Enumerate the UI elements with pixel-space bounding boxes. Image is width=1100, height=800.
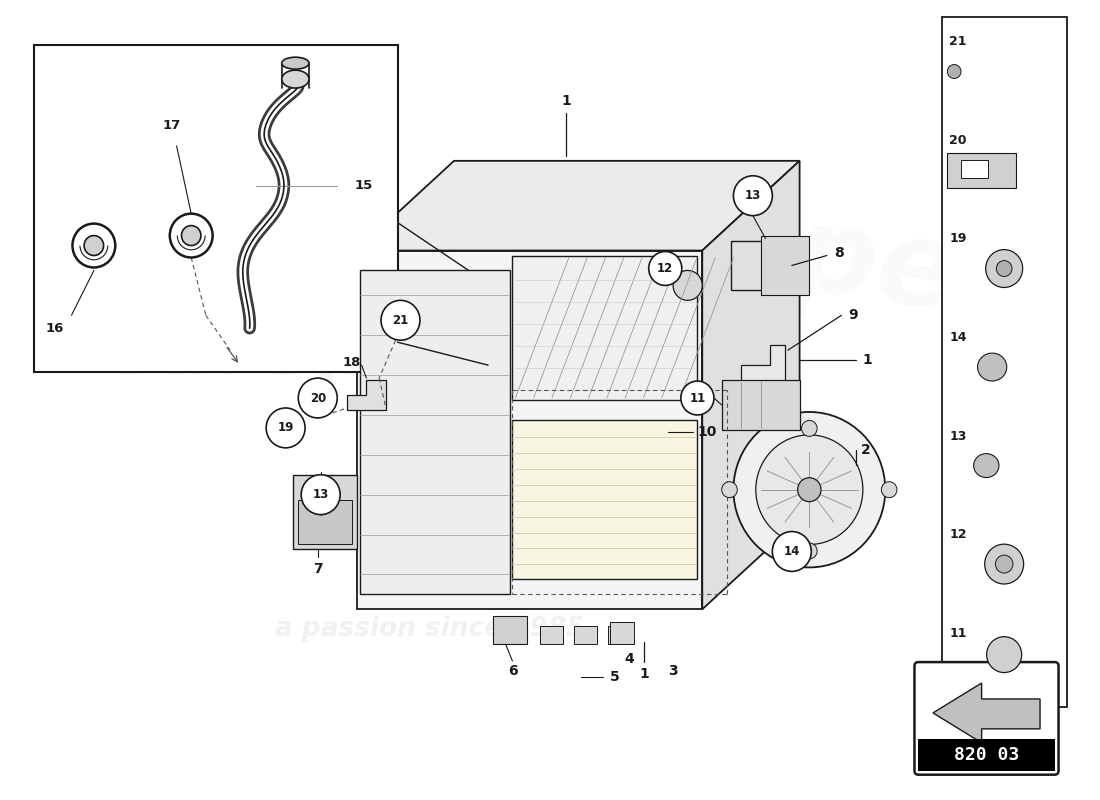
- Text: 13: 13: [312, 488, 329, 501]
- FancyBboxPatch shape: [914, 662, 1058, 774]
- Text: 2: 2: [861, 443, 871, 457]
- Text: 12: 12: [949, 528, 967, 541]
- Circle shape: [381, 300, 420, 340]
- Circle shape: [802, 543, 817, 559]
- Text: 11: 11: [949, 626, 967, 639]
- Bar: [298, 500, 352, 545]
- Polygon shape: [933, 683, 1040, 743]
- Polygon shape: [513, 420, 697, 579]
- Polygon shape: [346, 380, 386, 410]
- Text: 12: 12: [657, 262, 673, 275]
- Text: 820 03: 820 03: [954, 746, 1019, 764]
- Bar: [33, 46, 397, 372]
- Bar: [608, 626, 631, 644]
- Bar: [294, 474, 356, 550]
- Bar: [942, 18, 1067, 707]
- Bar: [540, 626, 563, 644]
- Circle shape: [987, 637, 1022, 673]
- Polygon shape: [356, 250, 702, 610]
- Text: 11: 11: [690, 391, 705, 405]
- Bar: [947, 153, 1015, 188]
- Circle shape: [772, 531, 812, 571]
- Circle shape: [798, 478, 821, 502]
- Polygon shape: [356, 161, 800, 250]
- Circle shape: [881, 482, 896, 498]
- Text: 9: 9: [848, 308, 858, 322]
- Polygon shape: [513, 255, 697, 400]
- Bar: [493, 616, 527, 644]
- Ellipse shape: [282, 57, 309, 69]
- Text: 17: 17: [163, 119, 180, 133]
- Text: 14: 14: [783, 545, 800, 558]
- Circle shape: [996, 555, 1013, 573]
- Text: 1: 1: [862, 353, 872, 367]
- Ellipse shape: [974, 454, 999, 478]
- Text: europes: europes: [103, 310, 483, 390]
- Circle shape: [722, 482, 737, 498]
- Circle shape: [986, 250, 1023, 287]
- Bar: [722, 380, 800, 430]
- Ellipse shape: [978, 353, 1006, 381]
- Circle shape: [734, 412, 886, 567]
- Bar: [761, 235, 810, 295]
- Circle shape: [756, 435, 862, 545]
- Text: 19: 19: [277, 422, 294, 434]
- Text: a passion since 1985: a passion since 1985: [275, 616, 584, 642]
- Text: 16: 16: [46, 322, 64, 334]
- Text: 21: 21: [949, 35, 967, 49]
- Polygon shape: [732, 241, 790, 290]
- Text: 10: 10: [697, 425, 717, 439]
- Text: 13: 13: [745, 190, 761, 202]
- Bar: [918, 739, 1055, 770]
- Circle shape: [649, 251, 682, 286]
- Text: 14: 14: [949, 331, 967, 344]
- Bar: [574, 626, 597, 644]
- Text: 8: 8: [834, 246, 844, 259]
- Circle shape: [947, 65, 961, 78]
- Text: 20: 20: [949, 134, 967, 147]
- Bar: [609, 622, 634, 644]
- Text: 4: 4: [625, 652, 634, 666]
- Text: 6: 6: [507, 664, 517, 678]
- Text: 3: 3: [668, 664, 678, 678]
- Circle shape: [298, 378, 338, 418]
- Text: 15: 15: [354, 179, 373, 192]
- Circle shape: [84, 235, 103, 255]
- Text: 20: 20: [309, 391, 326, 405]
- Ellipse shape: [282, 70, 309, 88]
- Bar: [360, 270, 510, 594]
- Circle shape: [301, 474, 340, 514]
- Circle shape: [73, 224, 116, 267]
- Circle shape: [169, 214, 212, 258]
- Text: 13: 13: [949, 430, 967, 442]
- Text: 7: 7: [312, 562, 322, 577]
- Text: 5: 5: [609, 670, 619, 684]
- Polygon shape: [702, 161, 800, 610]
- Circle shape: [673, 270, 702, 300]
- Text: europes: europes: [486, 156, 1035, 345]
- Circle shape: [802, 421, 817, 436]
- Circle shape: [984, 544, 1024, 584]
- Circle shape: [266, 408, 305, 448]
- Bar: [961, 160, 988, 178]
- Text: 19: 19: [949, 233, 967, 246]
- Text: 1: 1: [561, 94, 571, 108]
- Text: 1: 1: [639, 667, 649, 681]
- Text: 18: 18: [342, 356, 361, 369]
- Circle shape: [182, 226, 201, 246]
- Circle shape: [681, 381, 714, 415]
- Polygon shape: [741, 345, 785, 385]
- Circle shape: [734, 176, 772, 216]
- Text: 21: 21: [393, 314, 408, 326]
- Circle shape: [997, 261, 1012, 277]
